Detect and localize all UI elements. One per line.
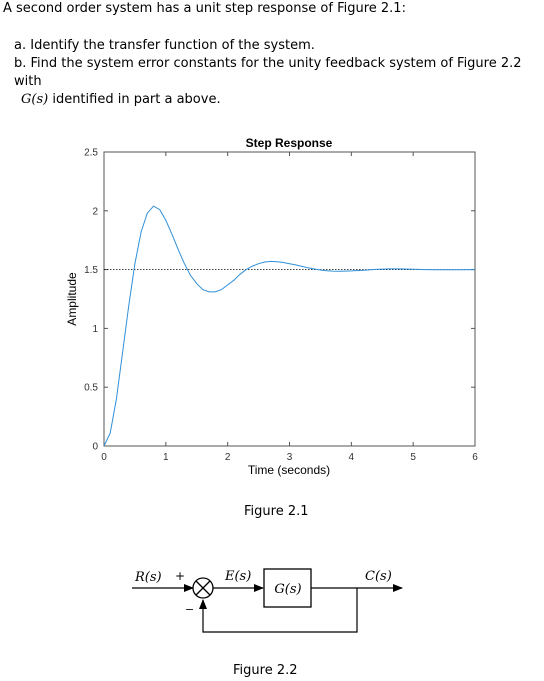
minus-sign: − — [185, 603, 194, 616]
error-label: E(s) — [224, 569, 251, 584]
input-label: R(s) — [134, 570, 162, 585]
figure-2-2-caption: Figure 2.2 — [233, 663, 298, 678]
y-tick-label: 1 — [92, 324, 98, 335]
chart-title: Step Response — [246, 136, 333, 150]
y-tick-label: 0 — [92, 442, 98, 453]
output-label: C(s) — [365, 569, 392, 584]
problem-statement: A second order system has a unit step re… — [3, 0, 543, 109]
response-line — [103, 205, 476, 447]
problem-intro: A second order system has a unit step re… — [3, 1, 406, 16]
x-tick-label: 4 — [349, 452, 355, 463]
y-tick-label: 2 — [92, 206, 98, 217]
x-tick-label: 5 — [410, 452, 416, 463]
part-b-line1: b. Find the system error constants for t… — [14, 56, 522, 89]
part-a: a. Identify the transfer function of the… — [14, 38, 315, 53]
x-tick-label: 3 — [287, 452, 293, 463]
y-tick-label: 0.5 — [84, 383, 98, 394]
part-b-rest: identified in part a above. — [48, 92, 221, 107]
plus-sign: + — [175, 569, 185, 583]
figure-2-1-caption: Figure 2.1 — [244, 504, 309, 519]
part-b-g-of-s: G(s) — [21, 92, 49, 107]
step-response-chart: Step Response Time (seconds) Amplitude 0… — [65, 136, 478, 477]
chart-ylabel: Amplitude — [65, 272, 79, 326]
summing-junction — [192, 577, 214, 599]
y-tick-label: 2.5 — [84, 148, 98, 159]
x-tick-label: 6 — [472, 452, 478, 463]
part-b-line2: G(s) identified in part a above. — [3, 91, 543, 109]
plant-label: G(s) — [274, 582, 301, 597]
chart-xlabel: Time (seconds) — [248, 463, 330, 477]
feedback-path — [199, 588, 358, 633]
y-tick-label: 1.5 — [84, 265, 98, 276]
x-tick-label: 1 — [163, 452, 169, 463]
x-tick-label: 0 — [101, 452, 107, 463]
x-tick-label: 2 — [225, 452, 231, 463]
